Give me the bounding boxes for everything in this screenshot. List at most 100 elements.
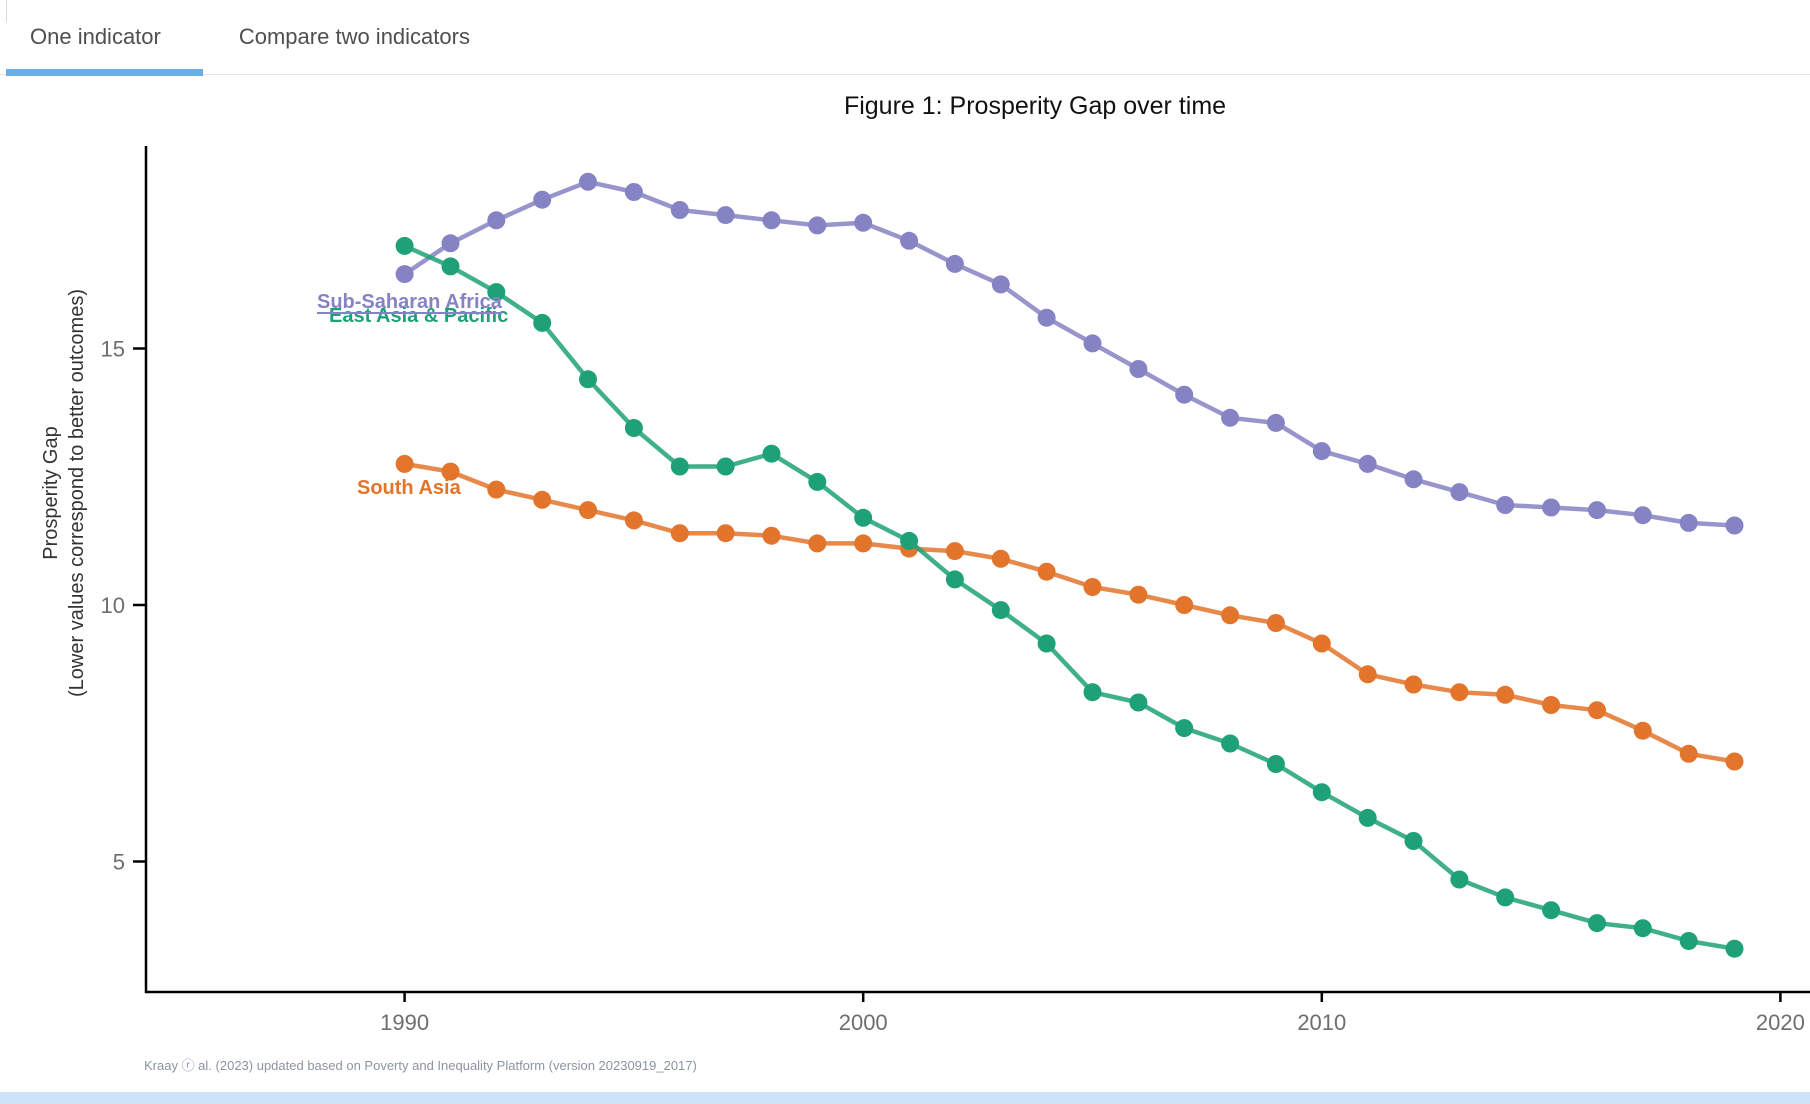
- x-tick-label: 1990: [380, 1010, 429, 1035]
- data-point-south-asia: [1083, 578, 1102, 596]
- data-point-south-asia: [1312, 634, 1331, 653]
- data-point-sub-saharan-africa: [1175, 385, 1194, 404]
- tab-one-indicator[interactable]: One indicator: [6, 0, 203, 76]
- data-point-south-asia: [441, 462, 460, 481]
- data-point-east-asia-pacific: [1588, 914, 1606, 933]
- data-point-sub-saharan-africa: [716, 206, 735, 225]
- data-point-east-asia-pacific: [1679, 932, 1698, 950]
- data-point-east-asia-pacific: [441, 257, 460, 276]
- data-point-south-asia: [1450, 683, 1469, 702]
- data-point-sub-saharan-africa: [808, 216, 827, 235]
- y-tick-label: 15: [101, 337, 125, 362]
- series-line-sub-saharan-africa: [403, 179, 1735, 528]
- data-point-east-asia-pacific: [1633, 919, 1652, 938]
- data-point-east-asia-pacific: [1312, 783, 1331, 802]
- data-point-south-asia: [1266, 614, 1285, 632]
- x-tick-label: 2000: [839, 1010, 888, 1035]
- source-citation: Kraay ⓡ al. (2023) updated based on Pove…: [144, 1058, 697, 1073]
- data-point-sub-saharan-africa: [762, 211, 781, 230]
- bottom-page-strip: [0, 1092, 1810, 1104]
- data-point-sub-saharan-africa: [1725, 516, 1744, 535]
- data-point-east-asia-pacific: [762, 444, 781, 463]
- data-point-south-asia: [533, 490, 552, 509]
- data-point-east-asia-pacific: [1221, 734, 1240, 753]
- data-point-sub-saharan-africa: [945, 254, 964, 273]
- data-point-sub-saharan-africa: [441, 234, 460, 253]
- axis-lines: [144, 146, 1810, 994]
- data-point-sub-saharan-africa: [1588, 501, 1606, 520]
- series-line-east-asia-pacific: [403, 243, 1735, 951]
- y-tick-label: 10: [101, 593, 125, 618]
- data-point-sub-saharan-africa: [1496, 496, 1515, 514]
- data-point-east-asia-pacific: [1725, 939, 1744, 958]
- data-point-south-asia: [395, 454, 414, 473]
- data-point-sub-saharan-africa: [1312, 442, 1331, 461]
- data-point-south-asia: [762, 526, 781, 545]
- data-point-east-asia-pacific: [1129, 693, 1148, 712]
- data-point-south-asia: [716, 524, 735, 543]
- x-tick-label: 2020: [1756, 1010, 1805, 1035]
- data-point-south-asia: [1496, 685, 1515, 704]
- data-point-south-asia: [945, 542, 964, 561]
- figure-title: Figure 1: Prosperity Gap over time: [843, 92, 1227, 120]
- data-point-sub-saharan-africa: [1266, 413, 1285, 432]
- series-south-asia: [395, 454, 1744, 771]
- x-tick-label: 2010: [1297, 1010, 1346, 1035]
- data-point-east-asia-pacific: [808, 472, 827, 491]
- tab-bar: One indicator Compare two indicators: [0, 0, 1810, 76]
- data-point-south-asia: [1404, 675, 1423, 694]
- data-point-south-asia: [1542, 696, 1561, 714]
- y-tick-label: 5: [113, 850, 125, 875]
- data-point-east-asia-pacific: [716, 457, 735, 476]
- series-east-asia-pacific: [395, 236, 1744, 958]
- data-point-east-asia-pacific: [487, 283, 506, 302]
- data-point-east-asia-pacific: [854, 508, 873, 527]
- data-point-sub-saharan-africa: [1450, 483, 1469, 502]
- tab-one-indicator-label: One indicator: [30, 24, 161, 49]
- data-point-sub-saharan-africa: [1679, 513, 1698, 532]
- data-point-east-asia-pacific: [624, 419, 643, 437]
- data-point-sub-saharan-africa: [1358, 454, 1377, 473]
- data-point-sub-saharan-africa: [579, 172, 597, 191]
- data-point-south-asia: [1588, 701, 1606, 720]
- data-point-east-asia-pacific: [1037, 634, 1056, 653]
- data-point-east-asia-pacific: [670, 457, 689, 476]
- data-point-sub-saharan-africa: [1404, 470, 1423, 489]
- data-point-east-asia-pacific: [579, 370, 597, 389]
- data-point-south-asia: [1633, 721, 1652, 740]
- data-point-east-asia-pacific: [1266, 755, 1285, 773]
- data-point-east-asia-pacific: [1496, 888, 1515, 907]
- series-sub-saharan-africa: [395, 172, 1744, 535]
- data-point-east-asia-pacific: [1083, 683, 1102, 702]
- data-point-south-asia: [1037, 562, 1056, 581]
- data-point-south-asia: [1679, 744, 1698, 763]
- tab-compare-two-indicators[interactable]: Compare two indicators: [213, 0, 496, 75]
- data-point-east-asia-pacific: [945, 570, 964, 589]
- data-point-sub-saharan-africa: [1221, 408, 1240, 427]
- data-point-south-asia: [1221, 606, 1240, 625]
- data-point-south-asia: [487, 480, 506, 499]
- data-point-south-asia: [1129, 585, 1148, 604]
- data-point-sub-saharan-africa: [854, 213, 873, 232]
- data-point-south-asia: [1358, 665, 1377, 684]
- tab-compare-two-indicators-label: Compare two indicators: [238, 24, 470, 49]
- data-point-sub-saharan-africa: [1129, 360, 1148, 378]
- data-point-south-asia: [808, 534, 827, 553]
- data-point-sub-saharan-africa: [1083, 334, 1102, 353]
- series-label-sub-saharan-africa: Sub-Saharan Africa: [317, 291, 502, 313]
- data-point-south-asia: [670, 524, 689, 543]
- data-point-sub-saharan-africa: [487, 211, 506, 230]
- data-point-south-asia: [624, 511, 643, 530]
- series-label-east-asia-pacific: East Asia & Pacific: [329, 305, 509, 327]
- data-point-east-asia-pacific: [991, 601, 1010, 620]
- data-point-east-asia-pacific: [900, 531, 919, 550]
- data-point-east-asia-pacific: [1358, 808, 1377, 827]
- data-point-sub-saharan-africa: [624, 183, 643, 201]
- data-point-east-asia-pacific: [395, 236, 414, 255]
- data-point-south-asia: [991, 549, 1010, 568]
- data-point-sub-saharan-africa: [395, 265, 414, 284]
- data-point-south-asia: [579, 501, 597, 520]
- data-point-sub-saharan-africa: [900, 231, 919, 250]
- data-point-east-asia-pacific: [1542, 901, 1561, 920]
